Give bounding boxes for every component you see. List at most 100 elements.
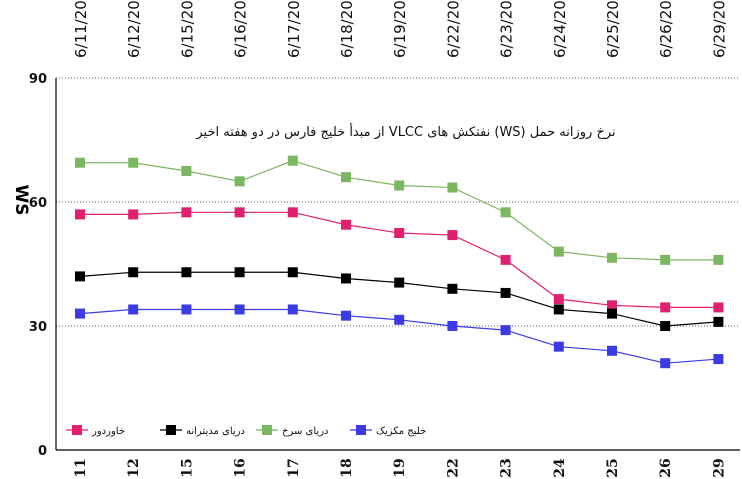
data-point bbox=[660, 321, 671, 331]
data-point bbox=[181, 166, 192, 176]
x-tick-label: 29 bbox=[711, 458, 727, 477]
x-tick-label: 19 bbox=[392, 458, 408, 477]
data-point bbox=[181, 304, 192, 315]
data-point bbox=[75, 157, 85, 168]
series-1 bbox=[75, 207, 724, 313]
data-point bbox=[447, 283, 458, 294]
date-labels: 6/11/2020 6/12/2020 6/15/2020 6/16/2020 6/17… bbox=[72, 0, 728, 58]
x-tick-label: 18 bbox=[339, 458, 355, 477]
legend-label: دریای سرخ bbox=[282, 426, 328, 437]
data-point bbox=[394, 277, 405, 288]
data-point bbox=[341, 310, 351, 321]
data-point bbox=[341, 172, 351, 183]
y-axis-label: WS bbox=[11, 185, 31, 216]
data-point bbox=[660, 254, 671, 265]
data-point bbox=[287, 155, 298, 166]
data-point bbox=[447, 182, 458, 193]
legend: خاوردور دریای مدیترانه دریای سرخ خلیج مکزیک bbox=[66, 425, 426, 437]
chart-title: نرخ روزانه حمل (WS) نفتکش های VLCC از مب… bbox=[195, 123, 615, 140]
data-point bbox=[500, 287, 511, 298]
data-point bbox=[660, 358, 671, 369]
data-point bbox=[607, 345, 617, 356]
data-point bbox=[75, 308, 85, 319]
data-point bbox=[128, 157, 139, 168]
data-point bbox=[713, 254, 724, 265]
legend-item: دریای مدیترانه bbox=[160, 425, 245, 437]
date-label: 6/18/2020 bbox=[338, 0, 356, 58]
data-point bbox=[287, 267, 298, 278]
legend-label: دریای مدیترانه bbox=[186, 426, 245, 437]
y-tick-labels: 0 30 60 90 bbox=[29, 72, 47, 459]
x-tick-label: 16 bbox=[233, 458, 249, 477]
data-point bbox=[341, 219, 351, 230]
data-point bbox=[234, 176, 245, 187]
data-point bbox=[75, 209, 85, 220]
series-2 bbox=[75, 267, 724, 331]
legend-label: خاوردور bbox=[91, 426, 125, 437]
data-point bbox=[234, 267, 245, 278]
series-line bbox=[80, 211, 719, 308]
data-point bbox=[128, 267, 139, 278]
series-line bbox=[80, 160, 719, 261]
data-point bbox=[234, 304, 245, 315]
data-point bbox=[607, 308, 617, 319]
legend-marker bbox=[72, 425, 82, 435]
data-point bbox=[553, 246, 564, 257]
data-point bbox=[660, 302, 671, 313]
legend-marker bbox=[356, 425, 366, 435]
date-label: 6/26/2020 bbox=[657, 0, 675, 58]
date-label: 6/16/2020 bbox=[232, 0, 250, 58]
date-label: 6/17/2020 bbox=[285, 0, 303, 58]
data-point bbox=[181, 207, 192, 218]
data-point bbox=[553, 304, 564, 315]
series-group bbox=[75, 155, 724, 369]
data-point bbox=[500, 325, 511, 336]
x-tick-labels: 11 12 15 16 17 18 19 22 23 24 25 26 29 bbox=[73, 458, 727, 478]
data-point bbox=[607, 252, 617, 263]
data-point bbox=[234, 207, 245, 218]
data-point bbox=[553, 294, 564, 305]
legend-marker bbox=[166, 425, 176, 435]
date-label: 6/12/2020 bbox=[125, 0, 143, 58]
data-point bbox=[181, 267, 192, 278]
date-label: 6/23/2020 bbox=[498, 0, 516, 58]
y-tick-label: 30 bbox=[29, 320, 47, 335]
date-label: 6/22/2020 bbox=[444, 0, 462, 58]
x-tick-label: 26 bbox=[658, 458, 674, 477]
y-tick-label: 90 bbox=[29, 72, 47, 87]
date-label: 6/11/2020 bbox=[72, 0, 90, 58]
x-tick-label: 24 bbox=[552, 458, 568, 478]
x-tick-label: 12 bbox=[126, 458, 142, 477]
grid bbox=[56, 77, 740, 327]
series-4 bbox=[75, 304, 724, 369]
data-point bbox=[553, 341, 564, 352]
data-point bbox=[713, 354, 724, 365]
data-point bbox=[341, 273, 351, 284]
y-tick-label: 0 bbox=[38, 444, 47, 459]
data-point bbox=[75, 271, 85, 282]
axes bbox=[55, 78, 740, 451]
data-point bbox=[447, 230, 458, 241]
x-tick-label: 22 bbox=[445, 458, 461, 477]
data-point bbox=[500, 207, 511, 218]
legend-item: خاوردور bbox=[66, 425, 125, 437]
legend-item: دریای سرخ bbox=[256, 425, 328, 437]
data-point bbox=[287, 304, 298, 315]
data-point bbox=[607, 300, 617, 311]
data-point bbox=[713, 302, 724, 313]
y-tick-label: 60 bbox=[29, 196, 47, 211]
legend-item: خلیج مکزیک bbox=[350, 425, 426, 437]
x-tick-label: 25 bbox=[605, 458, 621, 477]
legend-marker bbox=[262, 425, 272, 435]
data-point bbox=[287, 207, 298, 218]
data-point bbox=[394, 228, 405, 238]
x-tick-label: 17 bbox=[286, 458, 302, 477]
data-point bbox=[128, 209, 139, 220]
date-label: 6/15/2020 bbox=[178, 0, 196, 58]
legend-label: خلیج مکزیک bbox=[376, 426, 426, 437]
date-label: 6/24/2020 bbox=[551, 0, 569, 58]
data-point bbox=[394, 314, 405, 325]
series-3 bbox=[75, 155, 724, 265]
date-label: 6/25/2020 bbox=[604, 0, 622, 58]
